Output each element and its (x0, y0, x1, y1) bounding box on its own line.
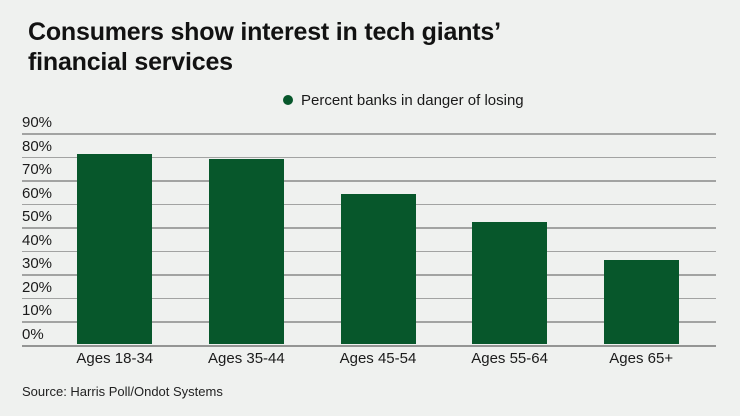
chart-legend: Percent banks in danger of losing (283, 91, 524, 109)
bar-ages-45-54 (340, 194, 416, 345)
page-title: Consumers show interest in tech giants’ f… (28, 17, 501, 77)
bar-ages-65 (603, 259, 679, 345)
source-note: Source: Harris Poll/Ondot Systems (22, 384, 223, 399)
y-tick-20: 20% (22, 278, 53, 296)
gridline-70 (22, 180, 716, 182)
x-label-ages-55-64: Ages 55-64 (471, 350, 548, 367)
gridline-80 (22, 156, 716, 158)
y-tick-60: 60% (22, 184, 53, 202)
x-label-ages-45-54: Ages 45-54 (339, 350, 417, 367)
title-line-1: Consumers show interest in tech giants’ (28, 18, 501, 46)
bar-ages-18-34 (77, 154, 153, 345)
x-label-ages-65: Ages 65+ (609, 350, 674, 367)
bar-ages-55-64 (472, 222, 548, 345)
gridline-90 (22, 133, 716, 135)
x-label-ages-18-34: Ages 18-34 (76, 350, 154, 367)
x-label-ages-35-44: Ages 35-44 (208, 350, 285, 367)
y-tick-40: 40% (22, 231, 53, 249)
bar-ages-35-44 (208, 158, 284, 345)
legend-marker-icon (283, 95, 293, 105)
y-tick-80: 80% (22, 137, 53, 155)
x-axis-line (22, 344, 716, 347)
y-tick-30: 30% (22, 255, 53, 272)
y-tick-10: 10% (22, 302, 53, 319)
legend-label: Percent banks in danger of losing (301, 91, 524, 109)
y-tick-70: 70% (22, 161, 53, 178)
title-line-2: financial services (28, 48, 233, 76)
y-tick-50: 50% (22, 208, 53, 225)
y-tick-0: 0% (22, 325, 44, 343)
y-tick-90: 90% (22, 114, 53, 131)
